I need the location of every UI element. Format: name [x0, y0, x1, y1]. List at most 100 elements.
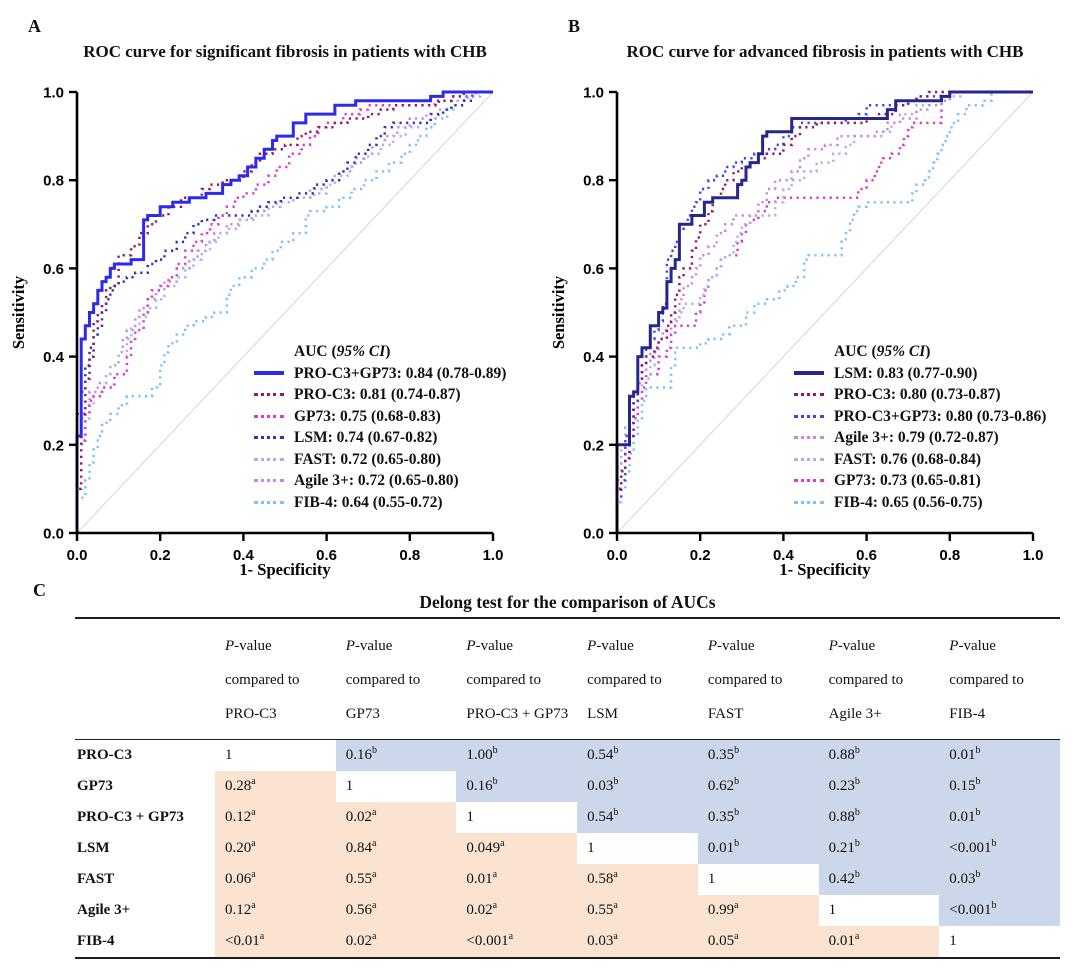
- row-label: FIB-4: [77, 933, 115, 949]
- panel-b-title: ROC curve for advanced fibrosis in patie…: [626, 42, 1024, 61]
- y-tick-label: 0.8: [583, 173, 604, 190]
- legend-header: AUC (95% CI): [834, 343, 931, 360]
- p-value-cell: 0.15b: [939, 771, 1060, 802]
- roc-curve-pro-c3-gp73: [75, 90, 493, 533]
- delong-table: Delong test for the comparison of AUCs P…: [75, 592, 1060, 959]
- y-tick-label: 0.4: [43, 349, 65, 366]
- p-value-cell: 0.55a: [577, 895, 698, 926]
- p-value-cell: 0.55a: [335, 864, 457, 895]
- legend-header: AUC (95% CI): [294, 343, 391, 360]
- legend-label: PRO-C3: 0.80 (0.73-0.87): [834, 386, 1001, 403]
- roc-plot-b: 0.0 0.2 0.4 0.6 0.8 1.0 0.0 0.2 0.4 0.6 0.8 1.0 1- S…: [549, 85, 1043, 580]
- legend-label: PRO-C3+GP73: 0.80 (0.73-0.86): [834, 407, 1047, 425]
- legend-label: FIB-4: 0.64 (0.55-0.72): [294, 493, 443, 511]
- p-value-cell: 0.58a: [577, 864, 698, 895]
- p-value-cell: 0.16b: [335, 740, 457, 771]
- y-tick-label: 0.0: [583, 526, 604, 543]
- column-header: P-value compared to FIB-4: [939, 619, 1060, 740]
- p-value-cell: 0.42b: [818, 864, 940, 895]
- x-tick-label: 0.8: [399, 547, 420, 564]
- diagonal-reference-line: [616, 91, 1034, 534]
- y-tick-label: 0.8: [43, 173, 64, 190]
- legend-key-dotted-line: [254, 393, 284, 397]
- legend-key-dotted-line: [254, 479, 284, 483]
- column-header: P-value compared to PRO-C3: [215, 619, 336, 740]
- p-value-cell: 0.02a: [456, 895, 578, 926]
- p-value-cell: 0.03b: [577, 771, 698, 802]
- p-value-cell: 0.03b: [939, 864, 1060, 895]
- x-tick-label: 0.0: [607, 547, 628, 564]
- legend-label: FAST: 0.72 (0.65-0.80): [294, 450, 442, 468]
- panel-a-title: ROC curve for significant fibrosis in pa…: [83, 42, 487, 61]
- p-value-cell: 0.01b: [697, 833, 819, 864]
- y-axis-title: Sensitivity: [549, 275, 568, 349]
- row-label: FAST: [77, 871, 115, 887]
- p-value-cell: 0.35b: [697, 802, 819, 833]
- y-tick-label: 0.6: [583, 261, 604, 278]
- legend-label: LSM: 0.74 (0.67-0.82): [294, 429, 438, 446]
- p-value-cell: 0.62b: [697, 771, 819, 802]
- p-value-cell: 0.56a: [335, 895, 457, 926]
- legend-key-dotted-line: [254, 436, 284, 440]
- legend-key-dotted-line: [254, 414, 284, 418]
- legend-entry: PRO-C3: 0.80 (0.73-0.87): [794, 384, 1046, 406]
- legend-key-dotted-line: [794, 479, 824, 483]
- p-value-cell: 0.35b: [697, 740, 819, 771]
- table-grid: P-value compared to PRO-C3 P-value compared …: [75, 617, 1060, 959]
- legend-label: PRO-C3+GP73: 0.84 (0.78-0.89): [294, 364, 507, 382]
- legend-entry: PRO-C3+GP73: 0.80 (0.73-0.86): [794, 406, 1046, 428]
- p-value-cell: 0.02a: [335, 926, 457, 957]
- x-tick-label: 0.4: [773, 547, 795, 564]
- row-label: GP73: [77, 778, 113, 794]
- y-tick-label: 0.2: [583, 437, 604, 454]
- p-value-cell: 0.03a: [577, 926, 698, 957]
- legend-label: GP73: 0.73 (0.65-0.81): [834, 472, 981, 489]
- p-value-cell: 0.01a: [818, 926, 940, 957]
- x-axis-title: 1- Specificity: [779, 560, 871, 579]
- p-value-cell: 0.21b: [818, 833, 940, 864]
- legend-label: FIB-4: 0.65 (0.56-0.75): [834, 493, 983, 511]
- legend-entry: FIB-4: 0.64 (0.55-0.72): [254, 492, 506, 514]
- x-tick-label: 0.2: [690, 547, 711, 564]
- panel-b-legend: AUC (95% CI) LSM: 0.83 (0.77-0.90) PRO-C3:…: [794, 341, 1046, 513]
- column-header: P-value compared to PRO-C3 + GP73: [456, 619, 578, 740]
- p-value-cell: 0.23b: [818, 771, 940, 802]
- p-value-cell: 0.20a: [215, 833, 336, 864]
- x-tick-label: 0.0: [67, 547, 88, 564]
- p-value-cell: 0.84a: [335, 833, 457, 864]
- p-value-cell: 0.88b: [818, 802, 940, 833]
- legend-key-dotted-line: [794, 393, 824, 397]
- legend-label: Agile 3+: 0.72 (0.65-0.80): [294, 472, 459, 489]
- legend-key-dotted-line: [794, 500, 824, 504]
- legend-key-dotted-line: [794, 436, 824, 440]
- p-value-cell: 0.28a: [215, 771, 336, 802]
- y-tick-label: 0.2: [43, 437, 64, 454]
- table-title: Delong test for the comparison of AUCs: [419, 592, 716, 612]
- legend-key-solid-line: [794, 371, 824, 376]
- row-label: PRO-C3: [77, 747, 132, 763]
- p-value-cell: 0.06a: [215, 864, 336, 895]
- legend-label: FAST: 0.76 (0.68-0.84): [834, 450, 982, 468]
- legend-entry: PRO-C3+GP73: 0.84 (0.78-0.89): [254, 363, 506, 385]
- panel-b-label: B: [568, 16, 581, 36]
- y-axis-title: Sensitivity: [9, 275, 28, 349]
- column-header: P-value compared to LSM: [577, 619, 698, 740]
- p-value-cell: <0.001a: [456, 926, 578, 957]
- y-tick-label: 1.0: [583, 85, 604, 102]
- x-tick-label: 0.6: [856, 547, 877, 564]
- p-value-cell: 0.12a: [215, 895, 336, 926]
- x-tick-label: 0.2: [150, 547, 171, 564]
- legend-entry: PRO-C3: 0.81 (0.74-0.87): [254, 384, 506, 406]
- p-value-cell: 0.54b: [577, 740, 698, 771]
- legend-key-dotted-line: [254, 500, 284, 504]
- p-value-cell: 1.00b: [456, 740, 578, 771]
- panel-c-label: C: [33, 580, 46, 600]
- p-value-cell: 0.88b: [818, 740, 940, 771]
- legend-entry: FAST: 0.76 (0.68-0.84): [794, 449, 1046, 471]
- panel-a-legend: AUC (95% CI) PRO-C3+GP73: 0.84 (0.78-0.89…: [254, 341, 506, 513]
- p-value-cell: <0.01a: [215, 926, 336, 957]
- p-value-cell: 0.02a: [335, 802, 457, 833]
- p-value-cell: <0.001b: [939, 895, 1060, 926]
- p-value-cell: 0.16b: [456, 771, 578, 802]
